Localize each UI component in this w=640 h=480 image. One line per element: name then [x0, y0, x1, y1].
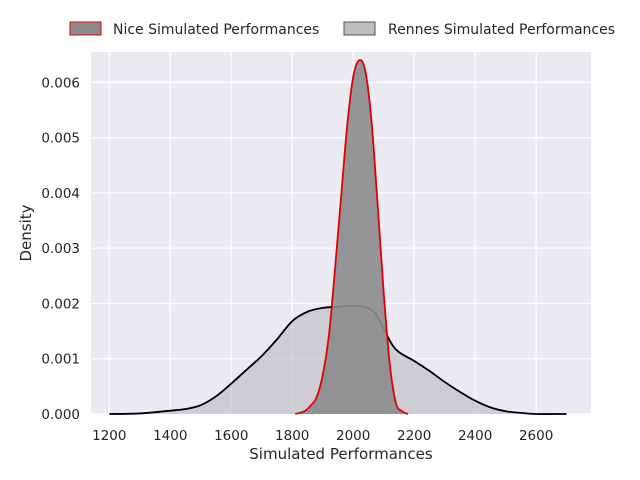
- y-axis-label: Density: [17, 204, 35, 261]
- y-axis-ticks: 0.000 0.001 0.002 0.003 0.004 0.005 0.006: [41, 75, 80, 423]
- y-tick-label: 0.002: [41, 296, 80, 312]
- x-tick-label: 2200: [397, 428, 431, 444]
- legend-label-nice: Nice Simulated Performances: [113, 22, 319, 38]
- legend-swatch-nice: [69, 21, 102, 36]
- legend: Nice Simulated Performances Rennes Simul…: [69, 21, 615, 38]
- x-tick-label: 1400: [153, 428, 187, 444]
- legend-swatch-rennes: [343, 21, 376, 36]
- x-tick-label: 2600: [519, 428, 553, 444]
- x-tick-label: 2400: [458, 428, 492, 444]
- y-tick-label: 0.001: [41, 352, 80, 368]
- density-line-0: [295, 59, 409, 415]
- density-areas: [109, 59, 567, 415]
- x-axis-ticks: 1200 1400 1600 1800 2000 2200 2400 2600: [92, 428, 553, 444]
- x-tick-label: 1200: [92, 428, 126, 444]
- x-tick-label: 1600: [214, 428, 248, 444]
- legend-label-rennes: Rennes Simulated Performances: [388, 22, 615, 38]
- y-tick-label: 0.005: [41, 131, 80, 147]
- density-fill-0: [295, 60, 409, 414]
- x-tick-label: 1800: [275, 428, 309, 444]
- y-tick-label: 0.003: [41, 241, 80, 257]
- y-tick-label: 0.000: [41, 407, 80, 423]
- y-tick-label: 0.004: [41, 186, 80, 202]
- x-axis-label: Simulated Performances: [249, 445, 433, 463]
- y-tick-label: 0.006: [41, 75, 80, 91]
- x-tick-label: 2000: [336, 428, 370, 444]
